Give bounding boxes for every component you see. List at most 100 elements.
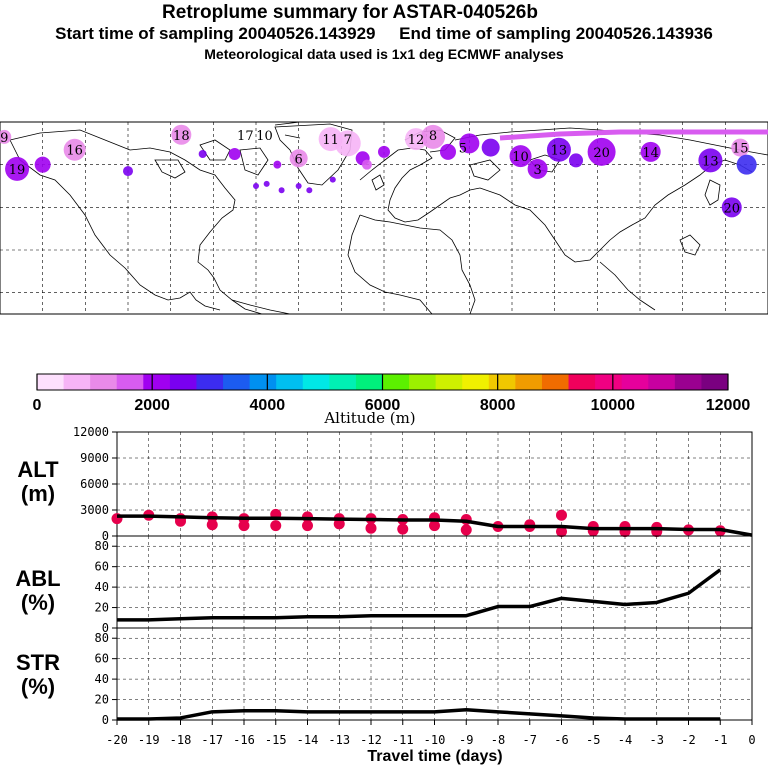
x-tick-label: -9 (459, 733, 473, 747)
plume-marker (198, 150, 207, 158)
plume-marker (278, 187, 285, 194)
plume-marker (731, 138, 750, 157)
series-line (117, 708, 721, 721)
colorbar-swatch (169, 374, 197, 390)
y-tick-label: 20 (95, 693, 109, 707)
map-day-label: 19 (9, 163, 26, 178)
plume-marker (34, 156, 51, 173)
str-panel-title: STR (%) (3, 651, 73, 699)
map-day-label: 12 (408, 133, 425, 148)
alt-title-line2: (m) (20, 481, 56, 506)
series-line (117, 514, 753, 537)
colorbar-swatch (435, 374, 463, 390)
x-tick-label: -13 (328, 733, 350, 747)
map-day-label: 14 (642, 146, 659, 161)
colorbar-swatch (143, 374, 171, 390)
alt-panel: 0 3000 6000 9000 12000 (73, 425, 753, 543)
map-graticule (0, 122, 768, 314)
y-tick-label: 0 (102, 713, 109, 727)
x-tick-label: -2 (681, 733, 695, 747)
alt-scatter-point (270, 520, 282, 532)
str-title-line2: (%) (20, 674, 56, 699)
colorbar-swatch (674, 374, 702, 390)
plume-marker (289, 149, 308, 168)
abl-title-line2: (%) (20, 590, 56, 615)
colorbar-swatch (409, 374, 437, 390)
map-plume-markers (0, 124, 768, 218)
alt-scatter-point (206, 519, 218, 531)
x-tick-label: -6 (554, 733, 568, 747)
y-tick-label: 60 (95, 652, 109, 666)
alt-panel-title: ALT (m) (3, 458, 73, 506)
colorbar-swatch (196, 374, 224, 390)
abl-panel-title: ABL (%) (3, 567, 73, 615)
colorbar-swatch (63, 374, 91, 390)
plume-marker (698, 148, 723, 173)
map-day-label: 5 (459, 142, 467, 157)
altitude-colorbar: 0 2000 4000 6000 8000 10000 12000 (33, 373, 750, 414)
map-day-label: 18 (173, 129, 190, 144)
plume-marker (481, 138, 500, 157)
x-tick-label: 0 (748, 733, 755, 747)
y-tick-label: 40 (95, 672, 109, 686)
x-tick-label: -12 (360, 733, 382, 747)
colorbar-swatch (621, 374, 649, 390)
y-tick-label: 6000 (80, 477, 109, 491)
map-day-label: 16 (66, 144, 83, 159)
y-tick-label: 3000 (80, 503, 109, 517)
plume-marker (546, 137, 571, 162)
colorbar-swatch (382, 374, 410, 390)
plume-marker (378, 145, 390, 158)
colorbar-tick-label: 4000 (250, 397, 286, 414)
map-day-label: 6 (295, 152, 303, 167)
colorbar-tick-label: 6000 (365, 397, 401, 414)
colorbar-swatch (329, 374, 357, 390)
colorbar-swatch (515, 374, 543, 390)
y-tick-label: 40 (95, 580, 109, 594)
map-day-label: 13 (551, 144, 568, 159)
met-data-note: Meteorological data used is 1x1 deg ECMW… (204, 46, 564, 62)
x-tick-label: -17 (201, 733, 223, 747)
colorbar-tick-label: 8000 (480, 397, 516, 414)
x-tick-label: -5 (586, 733, 600, 747)
x-tick-label: -4 (618, 733, 632, 747)
abl-title-line1: ABL (15, 566, 61, 591)
plume-marker (334, 130, 361, 157)
y-tick-label: 12000 (73, 425, 109, 439)
plume-marker (263, 180, 270, 187)
plume-marker (440, 143, 456, 160)
colorbar-swatch (701, 374, 729, 390)
colorbar-swatch (90, 374, 118, 390)
x-tick-label: -10 (424, 733, 446, 747)
y-tick-label: 80 (95, 539, 109, 553)
y-tick-label: 60 (95, 560, 109, 574)
colorbar-swatch (488, 374, 516, 390)
plume-marker (63, 138, 86, 161)
alt-scatter-point (397, 523, 409, 535)
plume-marker (459, 133, 480, 154)
colorbar-tick-label: 2000 (134, 397, 170, 414)
map-day-label: 8 (429, 129, 437, 144)
map-day-label: 20 (723, 201, 740, 216)
colorbar-swatch (462, 374, 490, 390)
alt-scatter-point (333, 518, 345, 530)
alt-scatter-point (238, 520, 250, 532)
plume-marker (640, 141, 661, 162)
plume-marker (0, 129, 12, 144)
plume-marker (721, 197, 742, 218)
plume-marker (587, 137, 616, 166)
plume-marker (306, 187, 313, 194)
y-tick-label: 80 (95, 631, 109, 645)
alt-title-line1: ALT (17, 457, 59, 482)
plume-marker (228, 148, 241, 160)
x-tick-label: -18 (170, 733, 192, 747)
chart-title: Retroplume summary for ASTAR-040526b (162, 2, 538, 23)
plume-marker (421, 124, 446, 149)
alt-scatter-point (365, 522, 377, 534)
y-tick-label: 0 (102, 621, 109, 635)
map-day-label: 15 (732, 142, 749, 157)
y-tick-label: 0 (102, 529, 109, 543)
